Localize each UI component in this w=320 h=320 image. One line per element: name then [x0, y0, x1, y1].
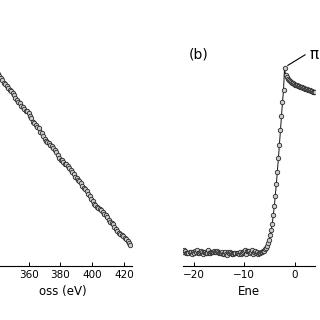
Text: π: π: [309, 47, 318, 62]
X-axis label: oss (eV): oss (eV): [39, 284, 87, 298]
Text: (b): (b): [188, 47, 208, 61]
X-axis label: Ene: Ene: [238, 284, 260, 298]
